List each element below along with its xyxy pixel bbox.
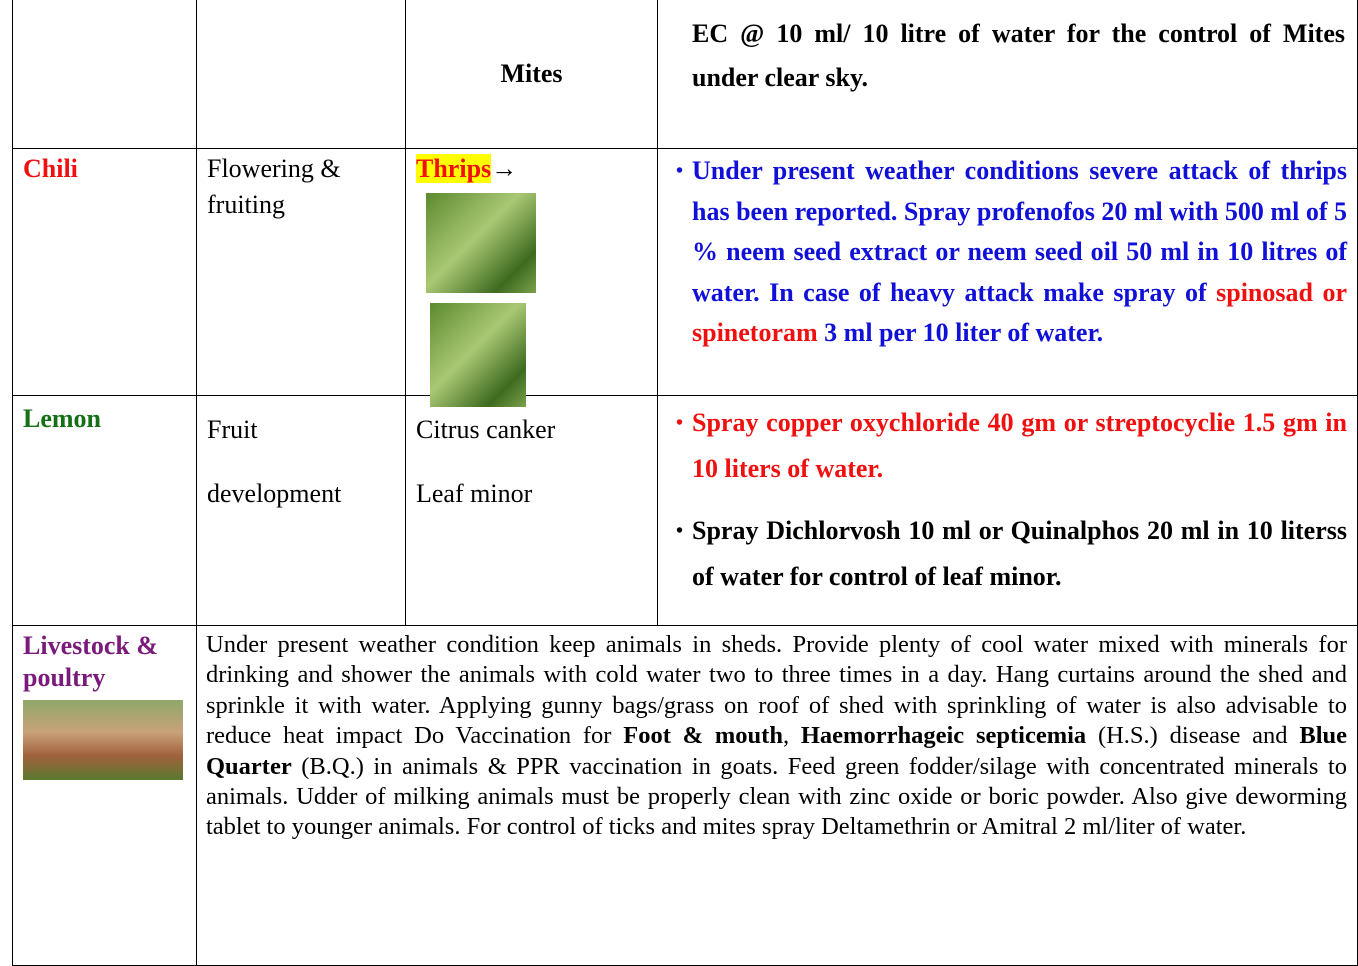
cell: Under present weather condition keep ani… <box>197 626 1358 966</box>
pest: Citrus canker <box>416 398 647 462</box>
cell: Chili <box>13 149 197 396</box>
page: Mites EC @ 10 ml/ 10 litre of water for … <box>0 0 1358 955</box>
cell <box>197 0 406 149</box>
advisory-table: Mites EC @ 10 ml/ 10 litre of water for … <box>12 0 1358 966</box>
stage: Fruit <box>207 398 395 462</box>
advice-text: , <box>783 722 801 749</box>
advice: Spray copper oxychloride 40 gm or strept… <box>692 400 1347 492</box>
photo <box>430 303 526 407</box>
crop: Lemon <box>23 404 101 433</box>
advice-text: 3 ml per 10 liter of water. <box>818 318 1103 347</box>
cell: Mites <box>406 0 658 149</box>
stage: Flowering & fruiting <box>207 151 367 223</box>
bullet-list: Under present weather conditions severe … <box>670 151 1347 354</box>
cell: Flowering & fruiting <box>197 149 406 396</box>
stage: development <box>207 462 395 526</box>
row-livestock: Livestock & poultry Under present weathe… <box>13 626 1358 966</box>
advice-bold: Haemorrhageic septicemia <box>801 722 1086 749</box>
advice: Spray Dichlorvosh 10 ml or Quinalphos 20… <box>692 508 1347 600</box>
pest: Mites <box>500 59 562 88</box>
advice-text: (H.S.) disease and <box>1086 722 1299 749</box>
advice: EC @ 10 ml/ 10 litre of water for the co… <box>692 19 1345 92</box>
pest: Thrips <box>416 154 491 183</box>
advice-text: (B.Q.) in animals & PPR vaccination in g… <box>206 753 1347 841</box>
row-chili: Chili Flowering & fruiting Thrips→ Under… <box>13 149 1358 396</box>
advice: Under present weather conditions severe … <box>692 151 1347 354</box>
cell: Under present weather conditions severe … <box>658 149 1358 396</box>
photo <box>23 700 183 780</box>
cell: Thrips→ <box>406 149 658 396</box>
cell: Livestock & poultry <box>13 626 197 966</box>
cell <box>13 0 197 149</box>
advice-bold: Foot & mouth <box>623 722 783 749</box>
row-mites: Mites EC @ 10 ml/ 10 litre of water for … <box>13 0 1358 149</box>
photo <box>426 193 536 293</box>
cell: Lemon <box>13 396 197 626</box>
arrow: → <box>491 154 517 183</box>
crop: Chili <box>23 154 78 183</box>
photos <box>416 193 647 293</box>
cell: EC @ 10 ml/ 10 litre of water for the co… <box>658 0 1358 149</box>
crop: Livestock & poultry <box>23 630 173 694</box>
pest: Leaf minor <box>416 462 647 526</box>
bullet-list: Spray copper oxychloride 40 gm or strept… <box>670 400 1347 600</box>
cell: Spray copper oxychloride 40 gm or strept… <box>658 396 1358 626</box>
